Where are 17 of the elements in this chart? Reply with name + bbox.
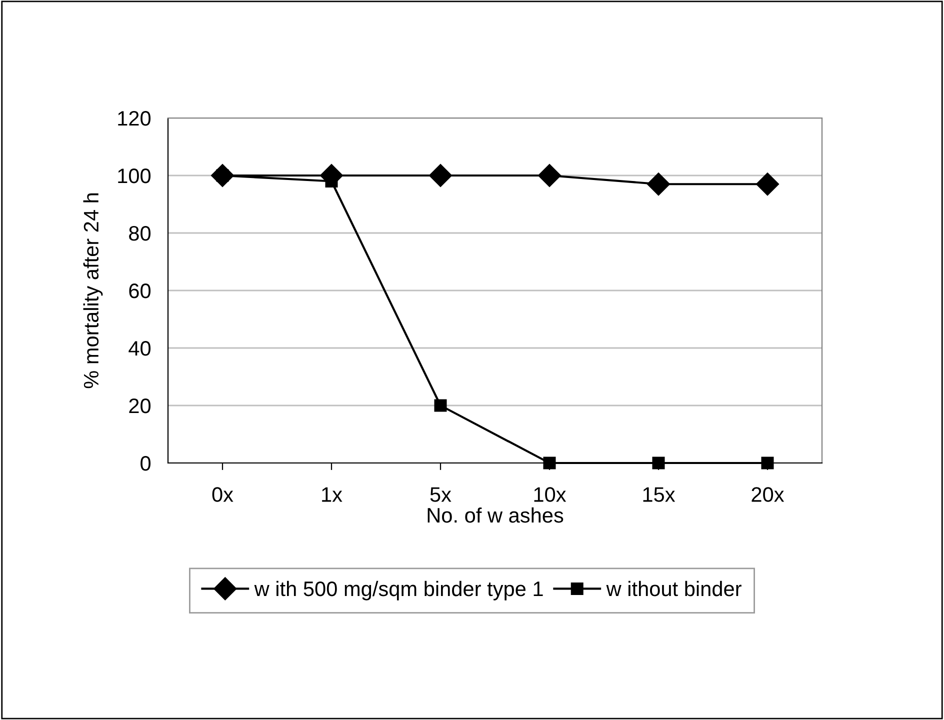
x-tick-label: 1x	[322, 487, 342, 502]
x-tick-label: 20x	[752, 487, 784, 502]
x-tick-label: 10x	[534, 487, 566, 502]
legend-label: w ithout binder	[606, 580, 742, 596]
y-tick-label: 120	[118, 111, 151, 126]
y-tick-label: 60	[129, 284, 151, 298]
y-tick-label: 20	[129, 398, 151, 414]
x-axis-title: No. of w ashes	[428, 507, 564, 523]
y-tick-label: 40	[128, 341, 151, 356]
x-tick-label: 5x	[430, 487, 452, 502]
y-tick-label: 100	[118, 168, 151, 184]
y-axis-title: % mortality after 24 h	[83, 193, 103, 388]
x-tick-label: 0x	[212, 487, 234, 502]
x-tick-label: 15x	[643, 487, 676, 502]
y-tick-label: 80	[129, 226, 151, 241]
legend-label: w ith 500 mg/sqm binder type 1	[254, 580, 543, 600]
y-tick-label: 0	[140, 456, 151, 471]
